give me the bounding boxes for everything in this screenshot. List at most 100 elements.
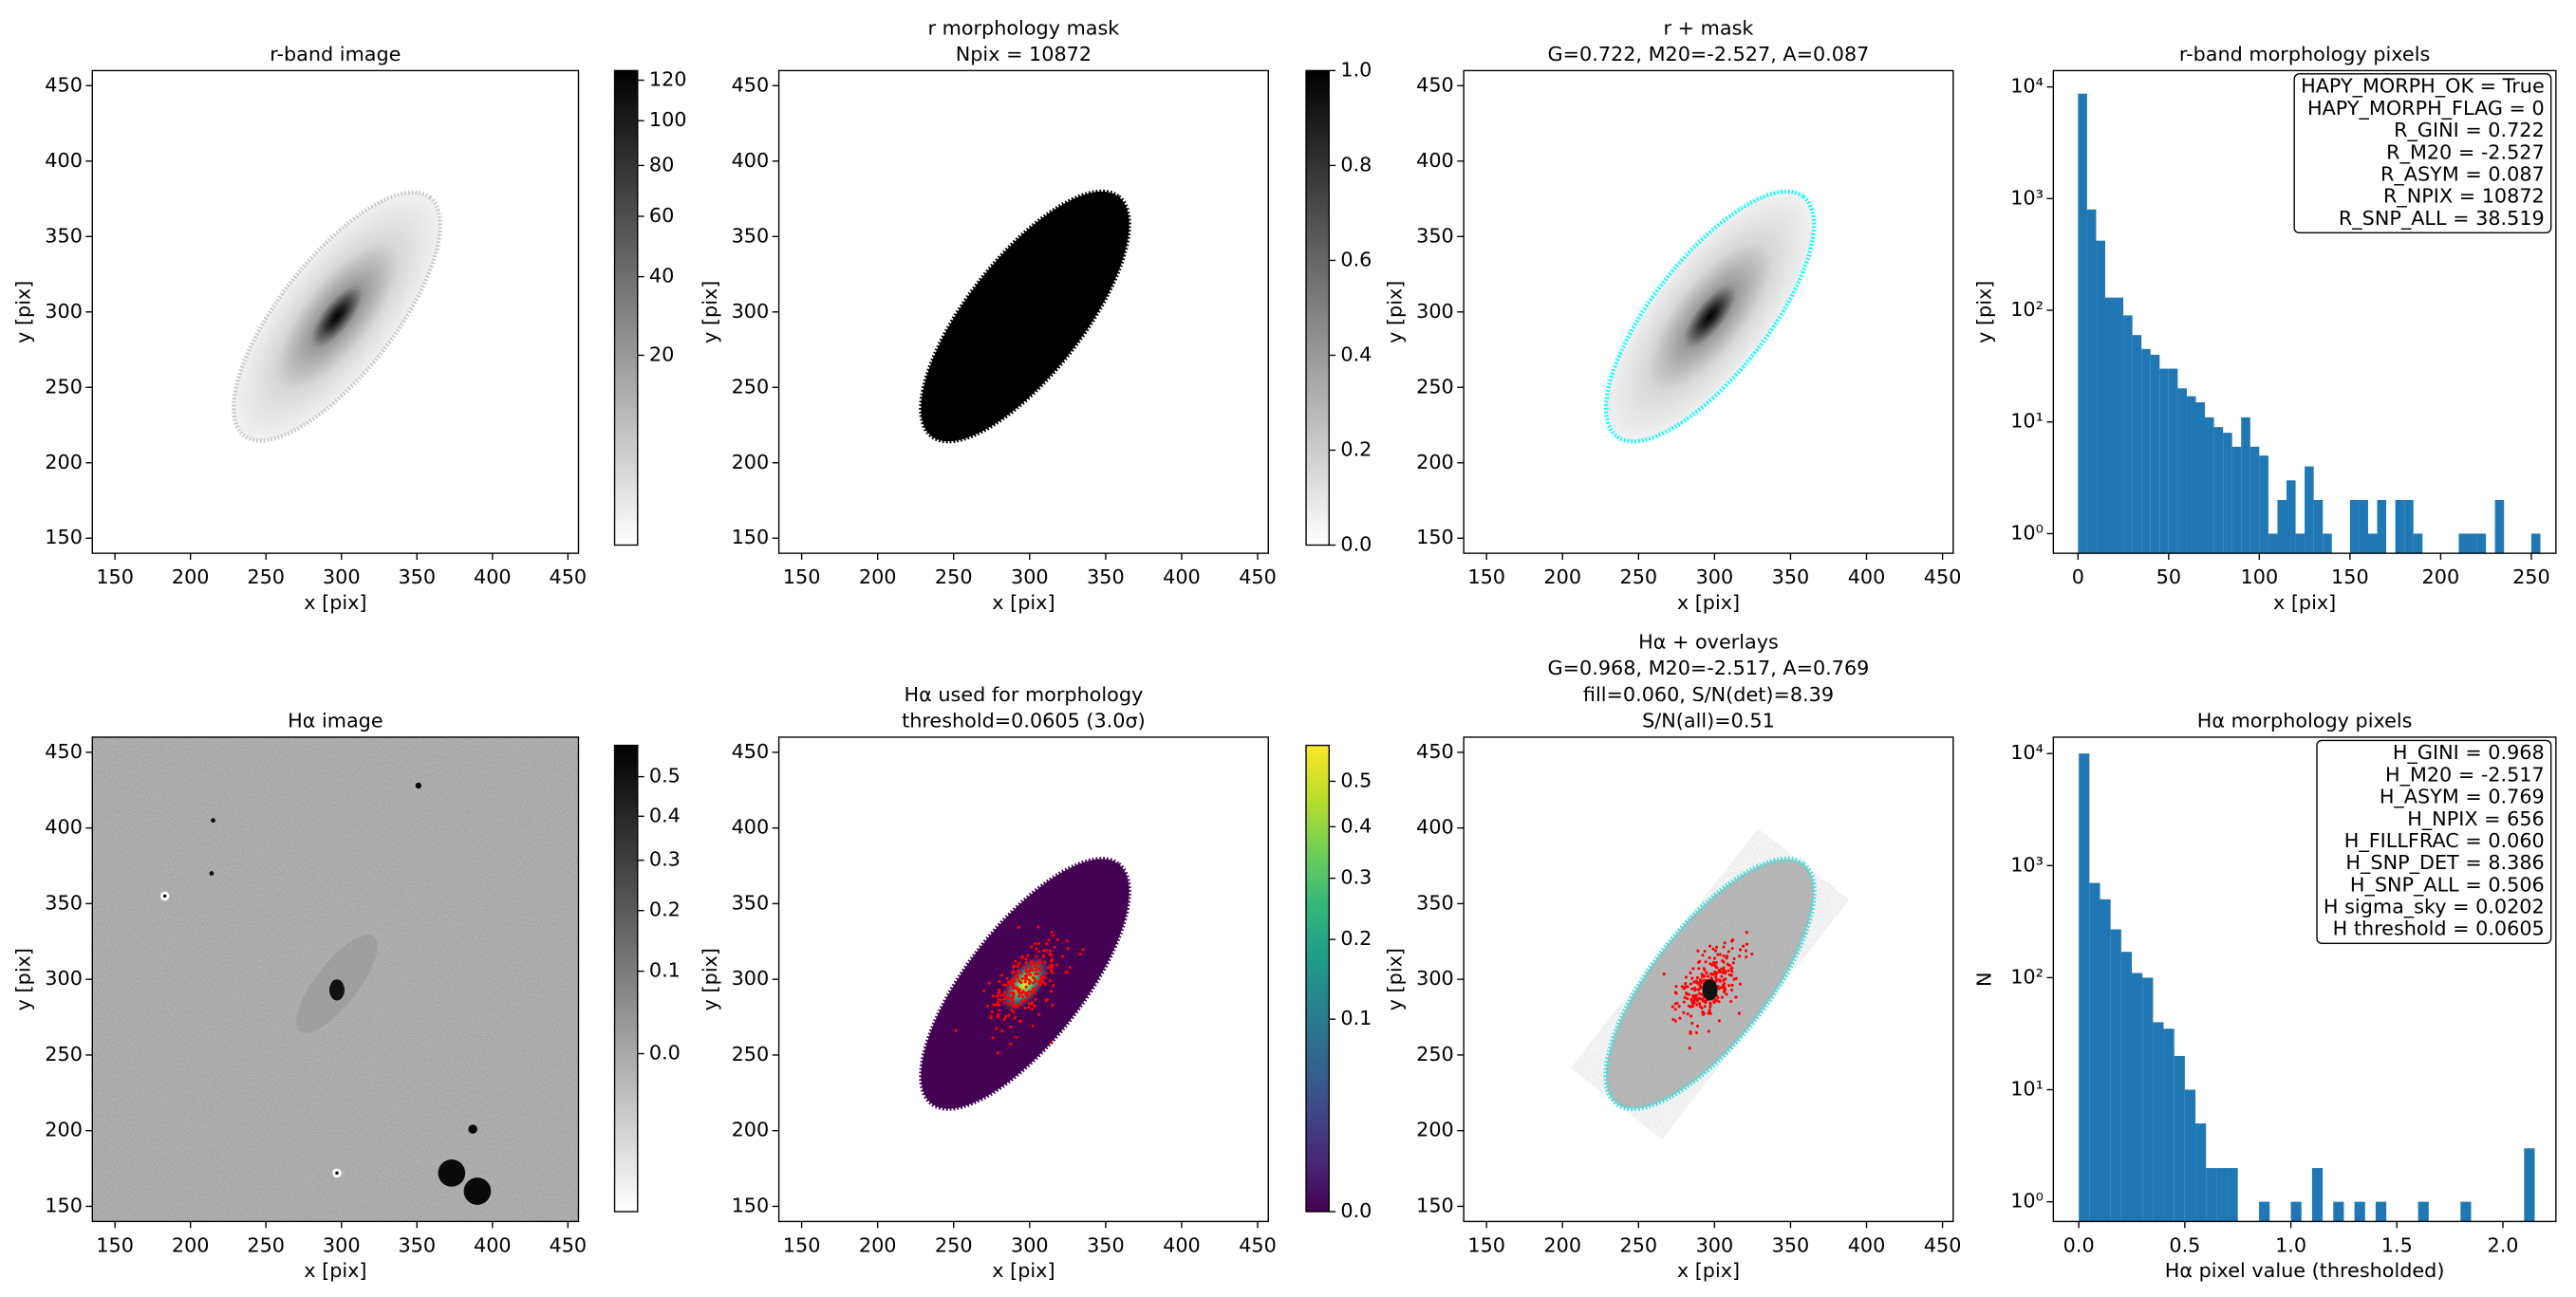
annotation-line: H_M20 = -2.517 <box>2385 763 2545 787</box>
x-tick-label: 200 <box>859 565 897 588</box>
y-tick-label: 200 <box>732 451 770 473</box>
morph-pixel <box>1700 992 1704 996</box>
morph-pixel <box>1001 983 1006 987</box>
hist-bar <box>2377 500 2387 554</box>
morph-pixel <box>1003 1014 1007 1019</box>
morph-pixel <box>1002 1017 1006 1021</box>
annotation-line: R_ASYM = 0.087 <box>2380 162 2545 186</box>
morph-pixel <box>1712 956 1717 960</box>
morph-pixel <box>1048 979 1052 983</box>
morph-pixel <box>1003 996 1007 1000</box>
morph-pixel <box>1012 964 1017 968</box>
morph-pixel <box>1683 995 1687 1000</box>
x-tick-label: 200 <box>1543 1233 1581 1256</box>
morph-pixel <box>1035 954 1038 958</box>
morph-pixel <box>1673 1002 1677 1006</box>
morph-pixel <box>1064 971 1068 974</box>
morph-pixel <box>1019 991 1023 994</box>
hist-bar <box>2417 1201 2429 1222</box>
x-tick-label: 150 <box>96 1233 134 1256</box>
morph-pixel <box>999 998 1003 1002</box>
annotation-box <box>2293 73 2552 234</box>
morph-pixel <box>1051 965 1055 969</box>
morph-pixel <box>1030 990 1034 993</box>
galaxy <box>233 192 440 441</box>
morph-pixel <box>1017 988 1021 991</box>
x-tick-label: 350 <box>398 565 436 588</box>
morph-pixel <box>1034 972 1037 975</box>
residual-core <box>335 1171 339 1176</box>
morph-pixel <box>1700 979 1705 983</box>
morph-pixel <box>1016 969 1020 973</box>
hist-bar <box>2227 1168 2238 1222</box>
morph-pixel <box>1674 985 1678 989</box>
colorbar-tick-label: 0.0 <box>1340 532 1372 555</box>
annotation-line: H_SNP_DET = 8.386 <box>2345 851 2544 875</box>
x-tick-label: 350 <box>1087 565 1125 588</box>
hist-bar <box>2079 753 2090 1222</box>
morph-pixel <box>1731 937 1735 942</box>
y-tick-label: 300 <box>1416 967 1454 990</box>
plot-area <box>1603 189 1817 444</box>
morph-pixel <box>1716 953 1720 956</box>
x-tick-label: 400 <box>474 1233 512 1256</box>
morph-pixel <box>1686 985 1689 989</box>
hist-bar <box>2259 455 2268 554</box>
morph-pixel <box>1729 973 1733 977</box>
x-tick-label: 300 <box>1011 565 1049 588</box>
morph-pixel <box>1698 1002 1702 1006</box>
colorbar-tick-label: 0.4 <box>1340 814 1372 837</box>
hist-bar <box>2313 500 2324 554</box>
morph-pixel <box>1027 990 1031 993</box>
morph-pixel <box>1019 1019 1023 1023</box>
colorbar-tick-label: 0.4 <box>649 804 681 826</box>
morph-pixel <box>1029 960 1034 964</box>
morph-pixel <box>1721 971 1725 974</box>
morph-pixel <box>1035 985 1038 989</box>
y-tick-label: 400 <box>1416 816 1454 839</box>
morph-pixel <box>1711 960 1716 964</box>
hist-bar <box>2305 466 2314 554</box>
y-tick-label: 250 <box>1416 375 1454 398</box>
hist-bar <box>2468 533 2477 554</box>
morph-pixel <box>1715 945 1719 949</box>
morph-pixel <box>1036 961 1039 965</box>
hist-bar <box>2184 1089 2196 1222</box>
hist-bar <box>2395 500 2405 554</box>
plot-area <box>231 190 443 443</box>
morph-pixel <box>1012 1010 1016 1014</box>
morph-pixel <box>1033 1004 1036 1009</box>
x-tick-label: 150 <box>783 1233 821 1256</box>
y-tick-label: 300 <box>732 300 770 323</box>
morph-pixel <box>1720 967 1724 971</box>
morph-pixel <box>1038 983 1042 987</box>
hist-bar <box>2524 1148 2535 1222</box>
morph-pixel <box>1027 1002 1031 1006</box>
y-tick-label: 10⁴ <box>2010 75 2044 98</box>
morph-pixel <box>997 997 1000 1001</box>
axes-frame <box>2052 69 2557 554</box>
y-tick-label: 300 <box>45 967 83 990</box>
y-tick-label: 10² <box>2010 965 2044 988</box>
morph-pixel <box>1035 947 1038 951</box>
colorbar-tick-label: 100 <box>649 108 687 131</box>
hist-bar <box>2259 1201 2270 1222</box>
morph-pixel <box>1032 987 1036 991</box>
hist-bar <box>2089 882 2100 1222</box>
morph-pixel <box>1693 995 1697 999</box>
panel-title: S/N(all)=0.51 <box>1642 710 1775 732</box>
morph-pixel <box>991 994 995 998</box>
y-tick-label: 300 <box>1416 300 1454 323</box>
morph-pixel <box>1745 955 1748 959</box>
morph-pixel <box>1708 962 1712 966</box>
morph-pixel <box>1713 971 1717 974</box>
y-tick-label: 250 <box>732 375 770 398</box>
x-axis-label: Hα pixel value (thresholded) <box>2165 1259 2445 1282</box>
morph-pixel <box>1051 1003 1055 1007</box>
annotation-line: HAPY_MORPH_FLAG = 0 <box>2307 97 2545 120</box>
source <box>209 871 215 876</box>
morph-pixel <box>1050 931 1054 935</box>
morph-pixel <box>1716 996 1720 1000</box>
x-tick-label: 150 <box>2331 565 2369 588</box>
